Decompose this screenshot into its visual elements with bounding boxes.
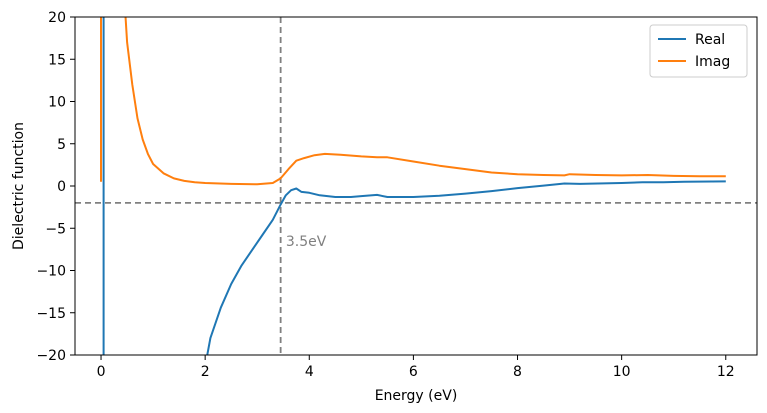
x-tick-label: 8 [513,364,522,380]
y-tick-label: −20 [36,348,66,364]
y-axis: −20 −15 −10 −5 0 5 10 15 20 [36,10,75,364]
x-tick-label: 12 [717,364,735,380]
x-tick-label: 6 [409,364,418,380]
y-tick-label: 15 [48,52,66,68]
x-tick-label: 0 [97,364,106,380]
legend-label-imag: Imag [695,54,730,70]
legend-label-real: Real [695,32,725,48]
x-tick-label: 10 [613,364,631,380]
y-axis-label: Dielectric function [11,122,27,250]
x-axis: 0 2 4 6 8 10 12 [97,355,735,380]
y-tick-label: 10 [48,95,66,111]
annotation-label: 3.5eV [286,234,327,250]
y-tick-label: 0 [57,179,66,195]
y-tick-label: −15 [36,306,66,322]
series-line-imag-1 [124,17,726,186]
legend: Real Imag [649,24,748,78]
x-tick-label: 4 [305,364,314,380]
x-axis-label: Energy (eV) [375,388,458,404]
y-tick-label: 5 [57,137,66,153]
y-tick-label: 20 [48,10,66,26]
y-tick-label: −5 [45,221,66,237]
series-line-real-1 [206,180,726,355]
x-tick-label: 2 [201,364,210,380]
annotations: 3.5eV [286,234,327,250]
y-tick-label: −10 [36,264,66,280]
plot-background [75,17,757,355]
